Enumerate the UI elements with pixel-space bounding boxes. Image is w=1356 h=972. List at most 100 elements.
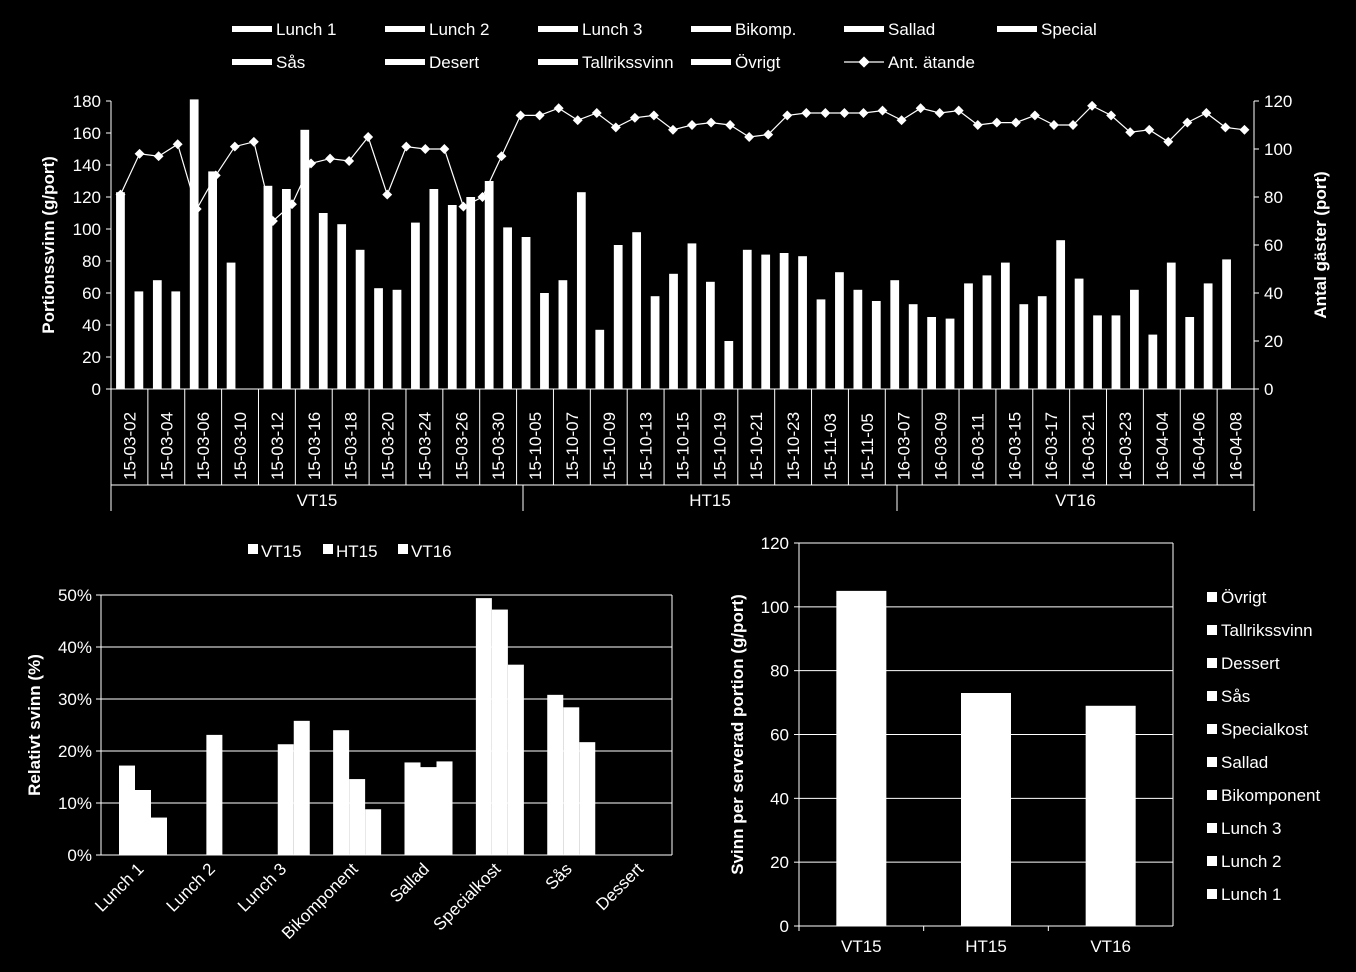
bar xyxy=(208,171,218,389)
bar xyxy=(779,253,789,389)
guests-point xyxy=(229,141,240,152)
legend-swatch xyxy=(398,544,408,554)
guests-point xyxy=(896,115,907,126)
bar xyxy=(355,249,365,389)
legend-label: Special xyxy=(1041,20,1097,39)
y2-tick-label: 80 xyxy=(1264,188,1283,207)
guests-point xyxy=(325,153,336,164)
guests-point xyxy=(439,144,450,154)
guests-point xyxy=(534,110,545,121)
guests-point xyxy=(991,117,1002,128)
guests-point xyxy=(972,120,983,130)
guests-point xyxy=(629,112,640,123)
guests-point xyxy=(1029,110,1040,121)
legend-label: Sallad xyxy=(1221,753,1268,772)
x-group-label: VT16 xyxy=(1055,491,1096,510)
guests-point xyxy=(706,117,717,128)
guests-point xyxy=(610,122,621,133)
guests-point xyxy=(1106,110,1117,121)
guests-point xyxy=(382,189,393,200)
legend-label: Övrigt xyxy=(735,53,781,72)
x-category-label: Bikomponent xyxy=(278,859,362,943)
bar xyxy=(1222,259,1231,389)
bar xyxy=(1111,315,1121,389)
y-tick-label: 10% xyxy=(58,794,92,813)
bar xyxy=(964,283,973,389)
bar xyxy=(816,299,826,389)
legend-label: VT16 xyxy=(411,542,452,561)
legend-swatch xyxy=(232,26,272,32)
bar xyxy=(411,222,420,389)
y-tick-label: 30% xyxy=(58,690,92,709)
x-date-label: 15-03-18 xyxy=(342,412,361,480)
guests-point xyxy=(1125,127,1136,138)
bar xyxy=(420,767,437,855)
x-date-label: 15-10-21 xyxy=(747,412,766,480)
bar xyxy=(613,245,623,389)
legend-label: Tallrikssvinn xyxy=(582,53,674,72)
legend-label: Bikomponent xyxy=(1221,786,1321,805)
waste-per-portion-chart: 0 20 40 60 80 100 120 Svinn per serverad portio… xyxy=(728,534,1321,956)
guests-point xyxy=(153,151,164,162)
legend-diamond-marker xyxy=(858,56,870,68)
legend-swatch xyxy=(538,26,578,32)
x-date-label: 15-10-05 xyxy=(526,412,545,480)
legend-swatch xyxy=(1207,823,1217,833)
guests-point xyxy=(668,124,678,135)
bar xyxy=(1019,304,1029,389)
bar xyxy=(134,291,144,389)
legend-swatch xyxy=(538,59,578,65)
x-date-label: 15-03-26 xyxy=(452,412,471,480)
x-category-label: Lunch 2 xyxy=(163,859,219,915)
legend-swatch xyxy=(1207,790,1217,800)
bar xyxy=(466,197,476,389)
y-axis-title: Svinn per serverad portion (g/port) xyxy=(728,594,747,875)
x-date-label: 16-04-08 xyxy=(1227,412,1246,480)
y-tick-label: 120 xyxy=(73,188,101,207)
guests-point xyxy=(248,136,259,147)
bar xyxy=(853,289,863,389)
bar xyxy=(1037,296,1047,389)
bar xyxy=(836,590,887,926)
guests-point xyxy=(820,108,831,118)
legend-swatch xyxy=(385,59,425,65)
bar xyxy=(687,243,697,389)
legend-swatch xyxy=(232,59,272,65)
bar xyxy=(374,288,383,389)
bar xyxy=(927,317,936,389)
y2-tick-label: 100 xyxy=(1264,140,1292,159)
x-category-label: Lunch 1 xyxy=(91,859,147,915)
bar xyxy=(579,742,596,855)
guests-point xyxy=(1144,124,1155,135)
x-group-label: HT15 xyxy=(689,491,731,510)
guests-point xyxy=(115,189,126,200)
guests-point xyxy=(801,108,812,118)
x-date-label: 16-03-09 xyxy=(932,412,951,480)
y-tick-label: 0 xyxy=(92,380,101,399)
y-axis-title: Relativt svinn (%) xyxy=(25,654,44,796)
bar xyxy=(982,275,992,389)
guests-point xyxy=(553,103,564,114)
legend-swatch xyxy=(1207,592,1217,602)
bar xyxy=(632,232,642,389)
bar xyxy=(563,707,580,855)
guests-point xyxy=(687,120,697,130)
y-tick-label: 20% xyxy=(58,742,92,761)
bar xyxy=(189,99,199,390)
bar xyxy=(318,213,328,389)
x-date-label: 15-10-15 xyxy=(674,412,693,480)
legend-label: HT15 xyxy=(336,542,378,561)
bar xyxy=(1203,283,1213,389)
x-date-label: 15-10-13 xyxy=(637,412,656,480)
y-tick-label: 100 xyxy=(73,220,101,239)
guests-point xyxy=(267,216,278,226)
legend-label: VT15 xyxy=(261,542,302,561)
bar xyxy=(1000,262,1010,389)
guests-point xyxy=(210,170,221,181)
bar xyxy=(365,809,382,855)
x-category-label: HT15 xyxy=(965,937,1007,956)
guests-point xyxy=(1239,124,1250,135)
x-date-label: 15-03-20 xyxy=(379,412,398,480)
bar xyxy=(576,192,586,389)
y-tick-label: 0% xyxy=(67,846,92,865)
